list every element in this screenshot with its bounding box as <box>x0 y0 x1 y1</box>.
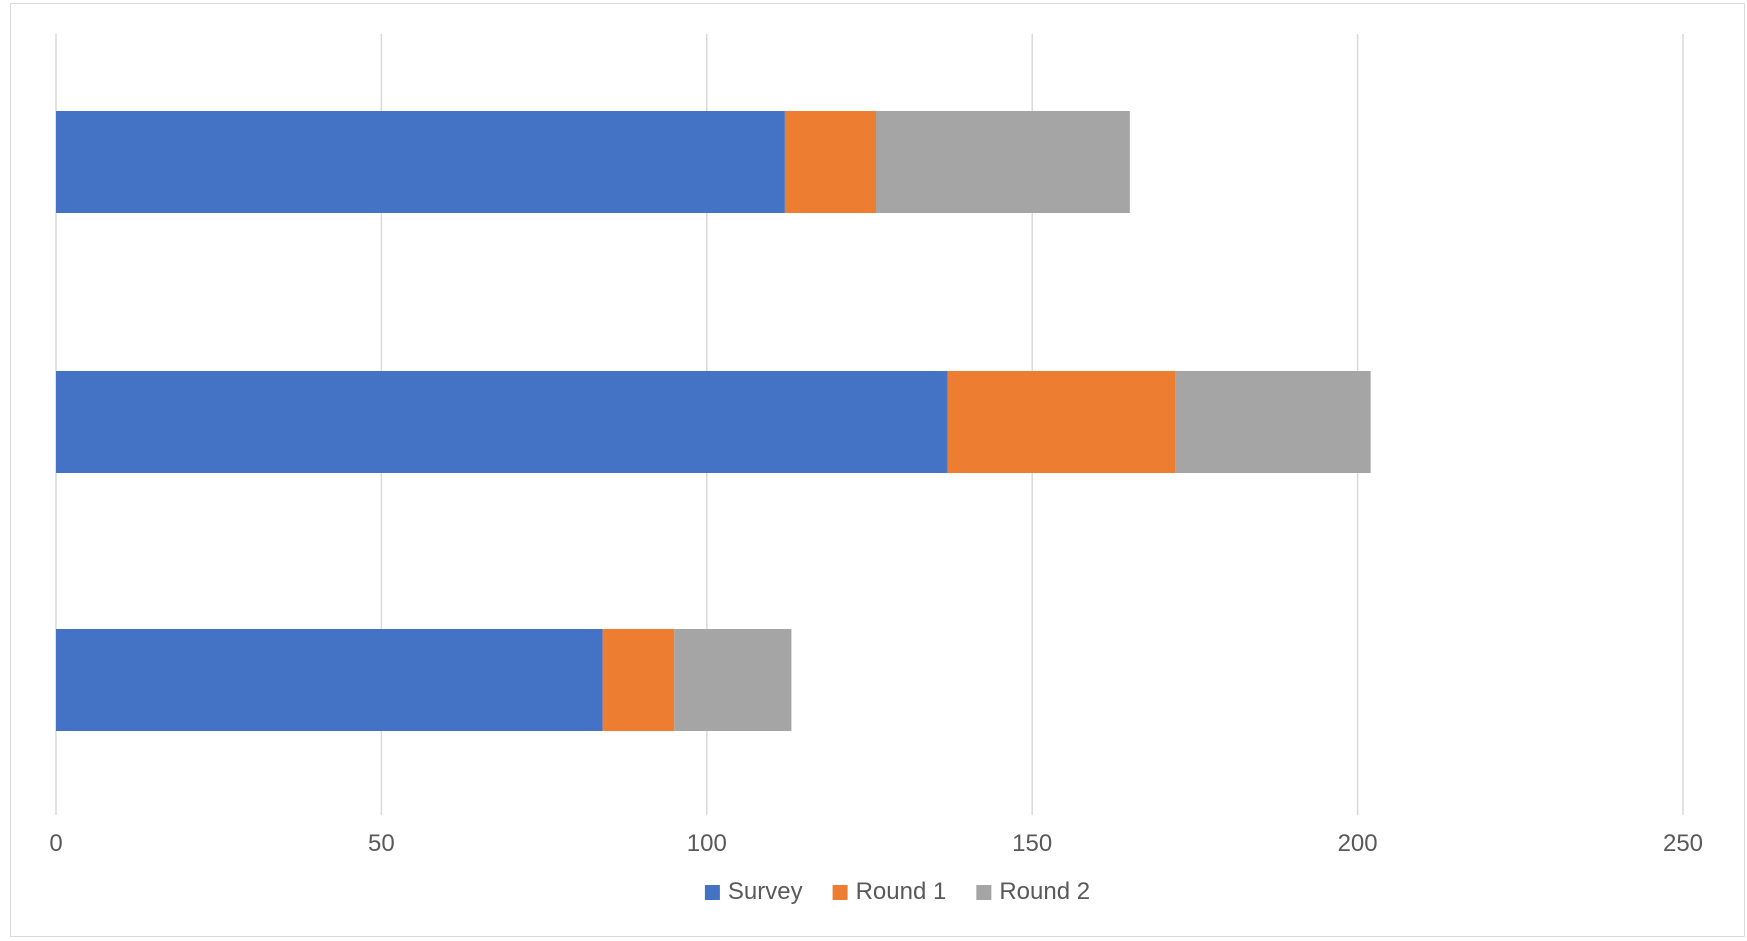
legend-label-round-1: Round 1 <box>856 878 947 905</box>
bar-survey-row-3 <box>56 629 603 731</box>
x-axis-tick-labels: 0 50 100 150 200 250 <box>49 830 1703 857</box>
x-tick-label: 0 <box>49 830 62 857</box>
x-tick-label: 250 <box>1663 830 1703 857</box>
x-tick-label: 200 <box>1338 830 1378 857</box>
x-tick-label: 150 <box>1012 830 1052 857</box>
bar-survey-row-2 <box>56 371 948 473</box>
legend-swatch-survey <box>704 885 720 900</box>
bar-survey-row-1 <box>56 111 785 213</box>
legend-label-survey: Survey <box>728 878 803 905</box>
bar-round-2-row-2 <box>1175 371 1371 473</box>
legend-swatch-round-1 <box>832 885 848 900</box>
legend: Survey Round 1 Round 2 <box>704 878 1090 905</box>
bar-round-2-row-1 <box>876 111 1130 213</box>
legend-label-round-2: Round 2 <box>999 878 1090 905</box>
bar-round-1-row-2 <box>947 371 1176 473</box>
legend-swatch-round-2 <box>976 885 992 900</box>
bars <box>56 111 1371 731</box>
x-tick-label: 100 <box>687 830 727 857</box>
x-tick-label: 50 <box>368 830 395 857</box>
bar-round-2-row-3 <box>674 629 792 731</box>
bar-round-1-row-1 <box>784 111 877 213</box>
bar-round-1-row-3 <box>602 629 675 731</box>
